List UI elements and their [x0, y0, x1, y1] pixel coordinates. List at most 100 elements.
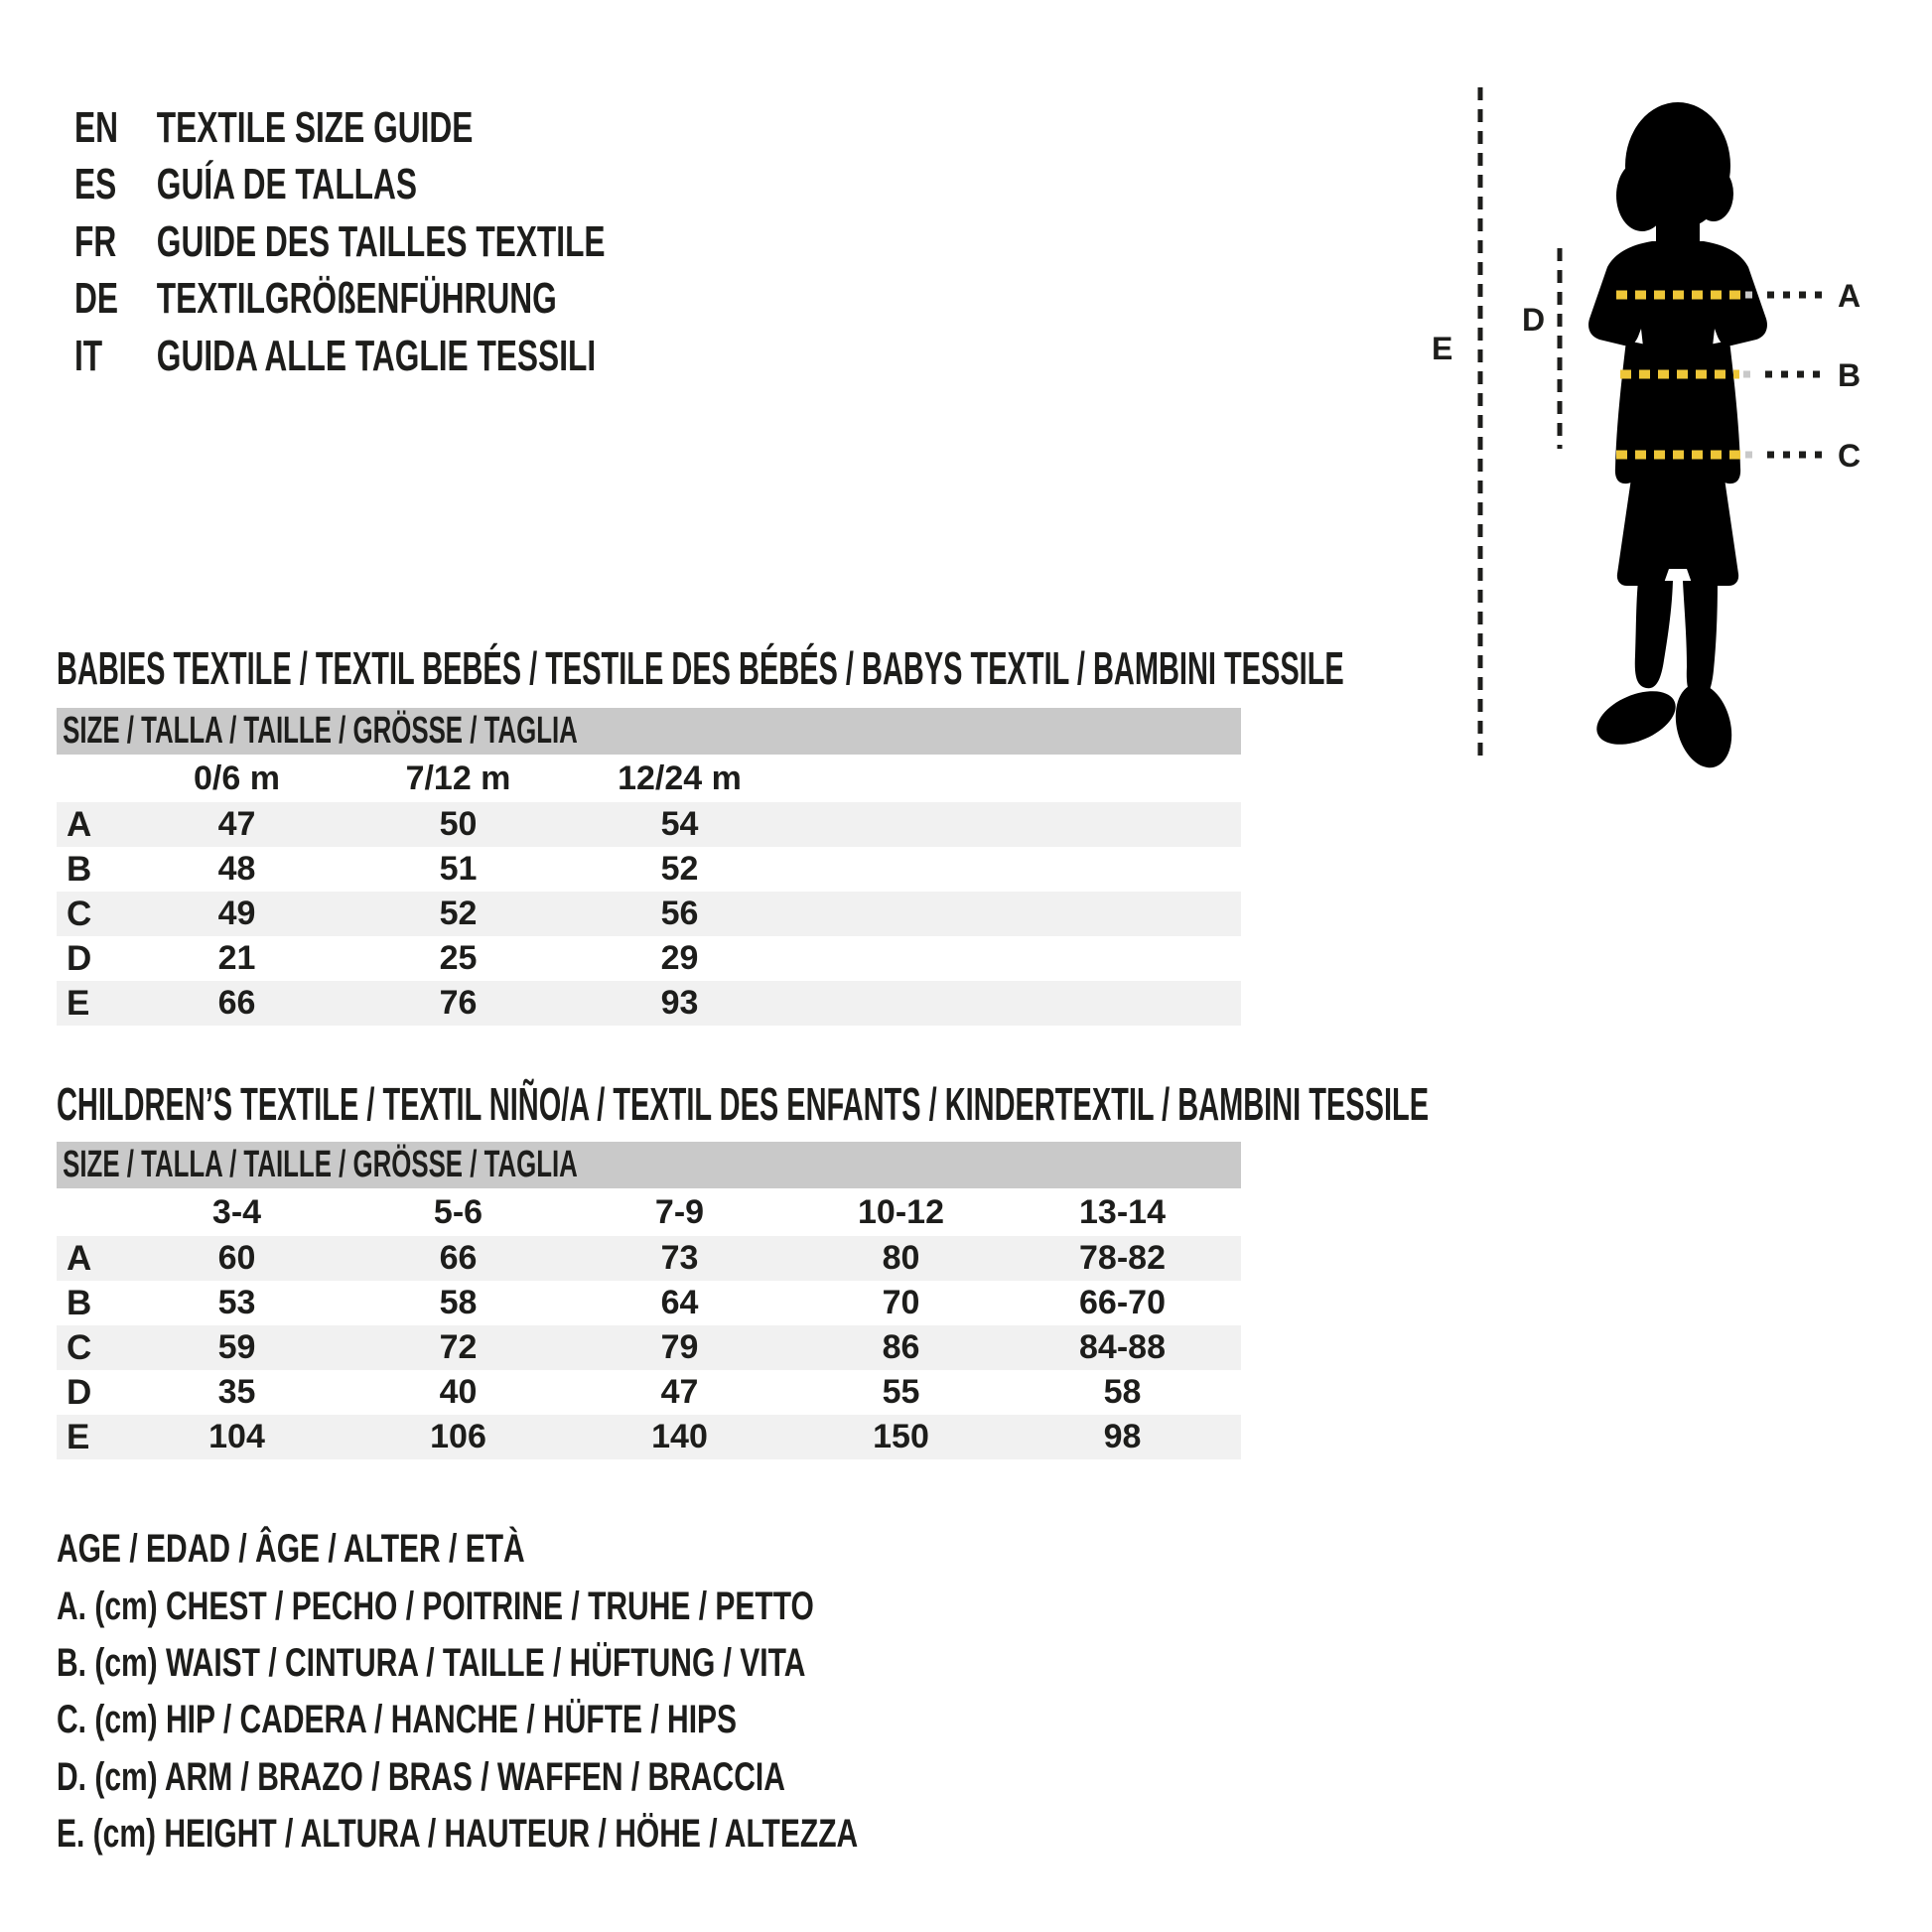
size-value-cell: 66-70	[1079, 1284, 1166, 1321]
language-title: GUIDE DES TAILLES TEXTILE	[156, 216, 606, 266]
measurement-figure: E D A B C	[1432, 87, 1861, 768]
language-row: ES GUÍA DE TALLAS	[74, 157, 606, 214]
language-code: ES	[74, 160, 117, 209]
children-table-body: 3-4 5-6 7-9 10-12 13-14 A 60 66 73 80 78-82 B 53 58 64…	[57, 1188, 1241, 1459]
size-value-cell: 58	[1103, 1373, 1142, 1411]
children-section-title: CHILDREN’S TEXTILE / TEXTIL NIÑO/A / TEX…	[57, 1078, 1430, 1130]
silhouette-shorts	[1616, 472, 1739, 586]
size-value-cell: 53	[217, 1284, 256, 1321]
babies-table-body: 0/6 m 7/12 m 12/24 m A 47 50 54 B 48 51 52 C 49 52 56 D…	[57, 755, 1241, 1026]
child-silhouette	[1588, 102, 1767, 768]
silhouette-right-shoe	[1675, 683, 1732, 768]
language-title: TEXTILGRÖßENFÜHRUNG	[156, 274, 557, 324]
babies-section-title: BABIES TEXTILE / TEXTIL BEBÉS / TESTILE …	[57, 642, 1344, 694]
legend-item-text: A. (cm) CHEST / PECHO / POITRINE / TRUHE…	[57, 1584, 814, 1628]
size-value-cell: 86	[882, 1328, 920, 1366]
legend-item-text: E. (cm) HEIGHT / ALTURA / HAUTEUR / HÖHE…	[57, 1812, 859, 1857]
legend-age-text: AGE / EDAD / ÂGE / ALTER / ETÀ	[57, 1527, 525, 1572]
size-value-cell: 106	[430, 1418, 486, 1455]
row-label-cell: E	[67, 1417, 90, 1456]
legend-item-row: D. (cm) ARM / BRAZO / BRAS / WAFFEN / BR…	[57, 1749, 858, 1806]
size-value-cell: 66	[439, 1239, 478, 1277]
size-value-cell: 56	[660, 895, 699, 932]
column-header-cell: 10-12	[858, 1192, 944, 1231]
column-header-row: 0/6 m 7/12 m 12/24 m	[57, 755, 1241, 802]
babies-size-header-bar: SIZE / TALLA / TAILLE / GRÖSSE / TAGLIA	[57, 708, 1241, 755]
size-value-cell: 35	[217, 1373, 256, 1411]
legend-item-row: A. (cm) CHEST / PECHO / POITRINE / TRUHE…	[57, 1578, 858, 1634]
silhouette-hair-right	[1694, 166, 1733, 221]
babies-size-table: SIZE / TALLA / TAILLE / GRÖSSE / TAGLIA …	[57, 708, 1241, 1026]
table-row: C 49 52 56	[57, 892, 1241, 936]
silhouette-hair	[1616, 160, 1668, 231]
legend-item-row: E. (cm) HEIGHT / ALTURA / HAUTEUR / HÖHE…	[57, 1806, 858, 1863]
column-header-cell: 12/24 m	[618, 759, 742, 797]
children-size-table: SIZE / TALLA / TAILLE / GRÖSSE / TAGLIA …	[57, 1142, 1241, 1459]
size-value-cell: 80	[882, 1239, 920, 1277]
size-value-cell: 29	[660, 939, 699, 977]
row-label-cell: A	[67, 804, 92, 844]
table-row: B 48 51 52	[57, 847, 1241, 892]
size-value-cell: 70	[882, 1284, 920, 1321]
row-label-cell: D	[67, 1372, 92, 1412]
table-row: A 47 50 54	[57, 802, 1241, 847]
size-value-cell: 52	[660, 850, 699, 888]
size-value-cell: 73	[660, 1239, 699, 1277]
size-value-cell: 51	[439, 850, 478, 888]
row-label-cell: A	[67, 1238, 92, 1278]
figure-label-e: E	[1432, 331, 1452, 366]
size-value-cell: 40	[439, 1373, 478, 1411]
silhouette-left-shoe	[1596, 691, 1676, 745]
row-label-cell: E	[67, 983, 90, 1023]
figure-label-a: A	[1838, 278, 1861, 314]
table-row: E 104 106 140 150 98	[57, 1415, 1241, 1459]
table-row: D 21 25 29	[57, 936, 1241, 981]
table-row: A 60 66 73 80 78-82	[57, 1236, 1241, 1281]
size-value-cell: 47	[660, 1373, 699, 1411]
legend-age-row: AGE / EDAD / ÂGE / ALTER / ETÀ	[57, 1521, 858, 1578]
column-header-row: 3-4 5-6 7-9 10-12 13-14	[57, 1188, 1241, 1236]
language-title: TEXTILE SIZE GUIDE	[156, 102, 474, 152]
language-code: IT	[74, 331, 103, 380]
size-value-cell: 98	[1103, 1418, 1142, 1455]
size-value-cell: 59	[217, 1328, 256, 1366]
language-title-block: EN TEXTILE SIZE GUIDE ES GUÍA DE TALLAS FR GU…	[74, 99, 606, 385]
legend-items: A. (cm) CHEST / PECHO / POITRINE / TRUHE…	[57, 1578, 858, 1863]
column-header-cell: 5-6	[433, 1192, 483, 1231]
column-header-cell: 0/6 m	[194, 759, 280, 797]
size-value-cell: 78-82	[1079, 1239, 1166, 1277]
figure-label-b: B	[1838, 357, 1861, 393]
size-value-cell: 25	[439, 939, 478, 977]
column-header-cell: 7-9	[654, 1192, 705, 1231]
size-value-cell: 66	[217, 984, 256, 1022]
size-value-cell: 49	[217, 895, 256, 932]
size-value-cell: 50	[439, 805, 478, 843]
size-value-cell: 54	[660, 805, 699, 843]
language-title: GUIDA ALLE TAGLIE TESSILI	[156, 331, 597, 380]
size-value-cell: 55	[882, 1373, 920, 1411]
size-value-cell: 48	[217, 850, 256, 888]
language-row: IT GUIDA ALLE TAGLIE TESSILI	[74, 328, 606, 385]
language-title: GUÍA DE TALLAS	[156, 160, 418, 209]
language-row: FR GUIDE DES TAILLES TEXTILE	[74, 213, 606, 271]
silhouette-shirt	[1588, 241, 1767, 474]
figure-label-d: D	[1522, 302, 1545, 338]
column-header-cell: 7/12 m	[405, 759, 511, 797]
language-row: EN TEXTILE SIZE GUIDE	[74, 99, 606, 157]
row-label-cell: D	[67, 938, 92, 978]
language-code: FR	[74, 216, 117, 266]
size-value-cell: 72	[439, 1328, 478, 1366]
size-header-label: SIZE / TALLA / TAILLE / GRÖSSE / TAGLIA	[63, 710, 578, 752]
table-row: C 59 72 79 86 84-88	[57, 1325, 1241, 1370]
size-value-cell: 64	[660, 1284, 699, 1321]
size-value-cell: 84-88	[1079, 1328, 1166, 1366]
size-value-cell: 104	[208, 1418, 265, 1455]
figure-label-c: C	[1838, 438, 1861, 474]
row-label-cell: C	[67, 1327, 92, 1367]
table-row: E 66 76 93	[57, 981, 1241, 1026]
size-value-cell: 79	[660, 1328, 699, 1366]
legend-item-text: B. (cm) WAIST / CINTURA / TAILLE / HÜFTU…	[57, 1640, 806, 1685]
table-row: B 53 58 64 70 66-70	[57, 1281, 1241, 1325]
size-value-cell: 58	[439, 1284, 478, 1321]
